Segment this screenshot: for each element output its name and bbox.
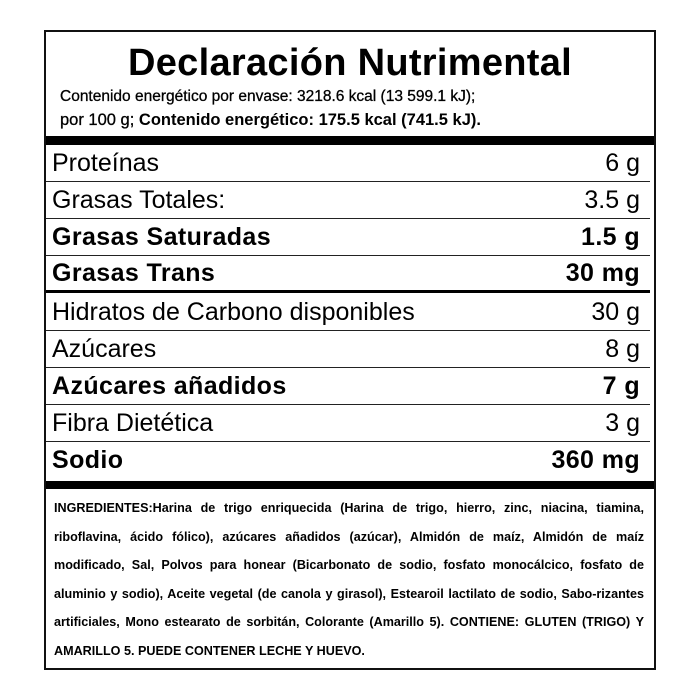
- thick-divider-top: [46, 136, 654, 145]
- nutrient-row-fibra: Fibra Dietética 3 g: [46, 405, 650, 442]
- nutrient-value: 360 mg: [551, 446, 640, 474]
- nutrient-row-grasas-saturadas: Grasas Saturadas 1.5 g: [46, 219, 650, 256]
- nutrient-row-grasas-trans: Grasas Trans 30 mg: [46, 256, 650, 293]
- nutrient-name: Sodio: [52, 446, 124, 474]
- ingredients-text: INGREDIENTES:Harina de trigo enriquecida…: [54, 501, 644, 658]
- label-title: Declaración Nutrimental: [127, 42, 573, 84]
- nutrient-value: 30 g: [591, 297, 640, 326]
- nutrient-name: Proteínas: [52, 148, 160, 177]
- energy-per-100g-value: Contenido energético: 175.5 kcal (741.5 …: [138, 111, 481, 129]
- thick-divider-bottom: [46, 481, 654, 489]
- nutrient-row-grasas-totales: Grasas Totales: 3.5 g: [46, 182, 650, 219]
- nutrient-name: Azúcares añadidos: [52, 371, 287, 400]
- nutrient-value: 6 g: [605, 148, 640, 177]
- nutrient-row-azucares-anadidos: Azúcares añadidos 7 g: [46, 368, 650, 405]
- nutrient-value: 3.5 g: [584, 185, 640, 214]
- nutrient-value: 1.5 g: [581, 222, 640, 251]
- nutrient-row-proteinas: Proteínas 6 g: [46, 145, 650, 182]
- nutrient-name: Hidratos de Carbono disponibles: [52, 297, 415, 326]
- energy-per-100g: por 100 g; Contenido energético: 175.5 k…: [60, 111, 481, 130]
- nutrient-value: 8 g: [605, 334, 640, 363]
- nutrient-name: Fibra Dietética: [52, 408, 214, 437]
- nutrient-name: Grasas Saturadas: [52, 222, 272, 251]
- nutrient-row-sodio: Sodio 360 mg: [46, 442, 650, 479]
- nutrient-value: 7 g: [602, 371, 640, 400]
- energy-per-100g-prefix: por 100 g;: [60, 111, 135, 129]
- energy-per-package: Contenido energético por envase: 3218.6 …: [60, 88, 476, 105]
- nutrient-row-hidratos: Hidratos de Carbono disponibles 30 g: [46, 294, 650, 331]
- nutrient-value: 3 g: [605, 408, 640, 437]
- nutrient-name: Azúcares: [52, 334, 157, 363]
- nutrient-value: 30 mg: [565, 258, 640, 287]
- nutrient-name: Grasas Trans: [52, 258, 216, 287]
- nutrition-label: Declaración Nutrimental Contenido energé…: [44, 30, 656, 670]
- nutrient-row-azucares: Azúcares 8 g: [46, 331, 650, 368]
- nutrient-name: Grasas Totales:: [52, 185, 226, 214]
